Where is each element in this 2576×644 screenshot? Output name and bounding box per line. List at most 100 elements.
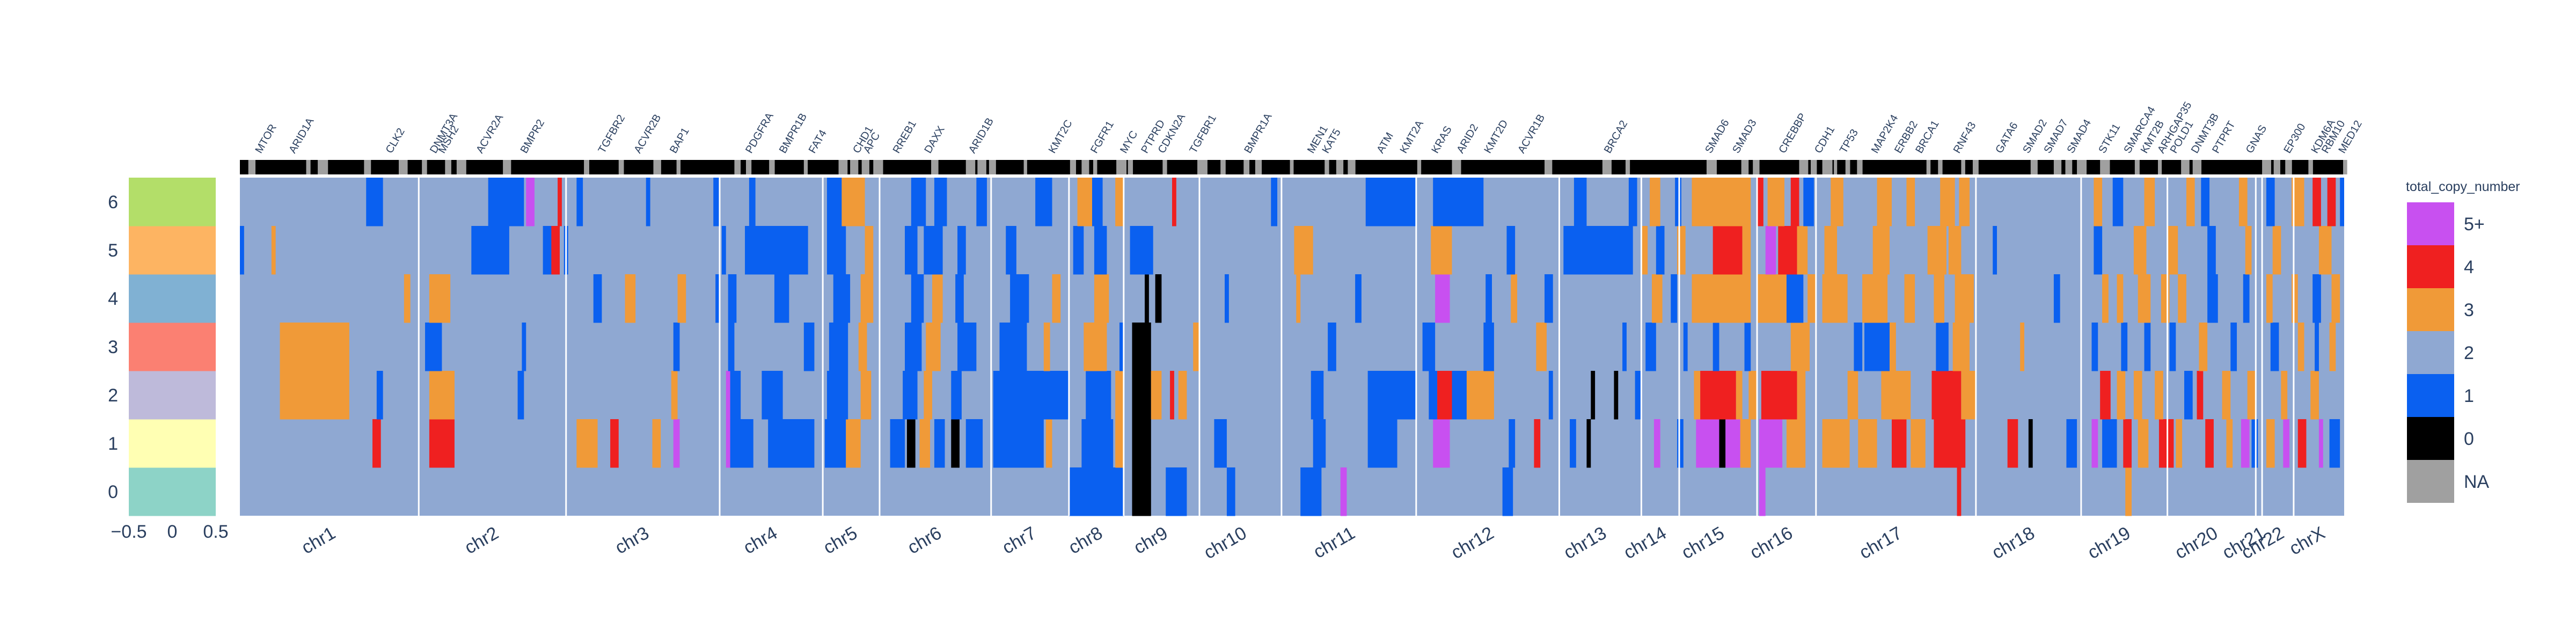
copy-number-segment xyxy=(1822,274,1848,323)
copy-number-segment xyxy=(1955,274,1974,323)
copy-number-segment xyxy=(1927,226,1946,275)
copy-number-segment xyxy=(1911,419,1926,468)
copy-number-segment xyxy=(1767,178,1785,226)
copy-number-segment xyxy=(1006,226,1016,275)
copy-number-segment xyxy=(934,178,947,226)
gene-track-gap xyxy=(965,160,976,174)
gene-track-gap xyxy=(1128,160,1133,174)
copy-number-segment xyxy=(1959,178,1970,226)
copy-number-segment xyxy=(1957,467,1962,516)
copy-number-segment xyxy=(2247,371,2256,420)
copy-number-segment xyxy=(1757,178,1763,226)
copy-number-segment xyxy=(1645,323,1656,371)
copy-number-segment xyxy=(1092,178,1103,226)
copy-number-segment xyxy=(1365,178,1416,226)
copy-number-segment xyxy=(2243,274,2250,323)
gene-track-gap xyxy=(1972,160,1979,174)
copy-number-segment xyxy=(1043,323,1050,371)
colorbar-swatch xyxy=(2407,417,2454,460)
copy-number-segment xyxy=(2327,178,2336,226)
copy-number-segment xyxy=(1864,323,1890,371)
annotation-cell xyxy=(129,419,216,468)
copy-number-segment xyxy=(2091,419,2098,468)
copy-number-segment xyxy=(829,323,848,371)
copy-number-segment xyxy=(1433,419,1450,468)
gene-label: ARID1A xyxy=(287,115,317,155)
copy-number-segment xyxy=(1511,274,1518,323)
copy-number-segment xyxy=(993,371,1069,420)
gene-track-gap xyxy=(1545,160,1553,174)
copy-number-heatmap xyxy=(240,178,2344,516)
gene-label: DAXX xyxy=(922,124,947,155)
colorbar-label: 5+ xyxy=(2464,214,2485,235)
gene-track-gap xyxy=(861,160,869,174)
gene-label: BMPR1A xyxy=(1242,111,1275,156)
copy-number-segment xyxy=(1313,419,1326,468)
copy-number-segment xyxy=(934,419,945,468)
copy-number-segment xyxy=(951,371,962,420)
copy-number-segment xyxy=(1797,226,1808,275)
copy-number-segment xyxy=(1466,371,1494,420)
copy-number-segment xyxy=(1155,274,1162,323)
chromosome-label: chr17 xyxy=(1856,523,1906,563)
copy-number-segment xyxy=(999,323,1027,371)
copy-number-segment xyxy=(1115,371,1124,420)
copy-number-segment xyxy=(646,178,650,226)
copy-number-segment xyxy=(2028,419,2033,468)
gene-label: ARID2 xyxy=(1454,122,1481,155)
gene-track xyxy=(240,160,2347,174)
gene-track-gap xyxy=(746,160,752,174)
copy-number-segment xyxy=(677,274,686,323)
copy-number-segment xyxy=(2102,419,2117,468)
copy-number-segment xyxy=(1437,371,1452,420)
copy-number-segment xyxy=(2310,371,2319,420)
gene-label: GATA6 xyxy=(1993,120,2020,155)
copy-number-segment xyxy=(2241,419,2250,468)
copy-number-segment xyxy=(2133,371,2142,420)
gene-label: PDGFRA xyxy=(743,111,776,156)
copy-number-segment xyxy=(1570,419,1576,468)
copy-number-segment xyxy=(1081,419,1114,468)
copy-number-segment xyxy=(1052,274,1061,323)
copy-number-segment xyxy=(280,371,349,420)
copy-number-segment xyxy=(919,419,931,468)
copy-number-segment xyxy=(2251,419,2258,468)
copy-number-segment xyxy=(2266,419,2275,468)
y-tick-label: 6 xyxy=(108,192,118,213)
copy-number-segment xyxy=(2329,419,2340,468)
copy-number-segment xyxy=(1641,226,1648,275)
copy-number-segment xyxy=(2094,178,2103,226)
copy-number-segment xyxy=(1536,323,1547,371)
copy-number-segment xyxy=(1340,467,1347,516)
copy-number-segment xyxy=(957,323,977,371)
chromosome-label: chrX xyxy=(2286,523,2329,559)
chromosome-label: chr3 xyxy=(612,523,653,558)
copy-number-segment xyxy=(1628,178,1637,226)
x-tick-label: −0.5 xyxy=(111,522,147,542)
gene-label: CDH1 xyxy=(1812,124,1837,155)
colorbar-swatch xyxy=(2407,245,2454,288)
copy-number-segment xyxy=(2226,419,2233,468)
chromosome-label: chr15 xyxy=(1678,523,1728,563)
copy-number-segment xyxy=(576,178,583,226)
copy-number-segment xyxy=(1622,323,1627,371)
gene-label: FGFR1 xyxy=(1088,119,1116,156)
copy-number-segment xyxy=(1226,467,1235,516)
copy-number-segment xyxy=(2094,226,2103,275)
colorbar-label: 3 xyxy=(2464,300,2474,320)
copy-number-segment xyxy=(1713,226,1743,275)
gene-label: BRCA2 xyxy=(1602,119,1630,156)
colorbar-label: 0 xyxy=(2464,429,2474,449)
copy-number-segment xyxy=(1485,274,1492,323)
chromosome-label: chr16 xyxy=(1746,523,1796,563)
copy-number-segment xyxy=(906,419,916,468)
gene-track-gap xyxy=(734,160,741,174)
copy-number-segment xyxy=(1563,226,1633,275)
copy-number-segment xyxy=(1993,226,1997,275)
copy-number-segment xyxy=(593,274,602,323)
copy-number-segment xyxy=(2199,323,2208,371)
colorbar-label: 2 xyxy=(2464,343,2474,363)
copy-number-segment xyxy=(846,419,861,468)
copy-number-segment xyxy=(2318,226,2332,275)
